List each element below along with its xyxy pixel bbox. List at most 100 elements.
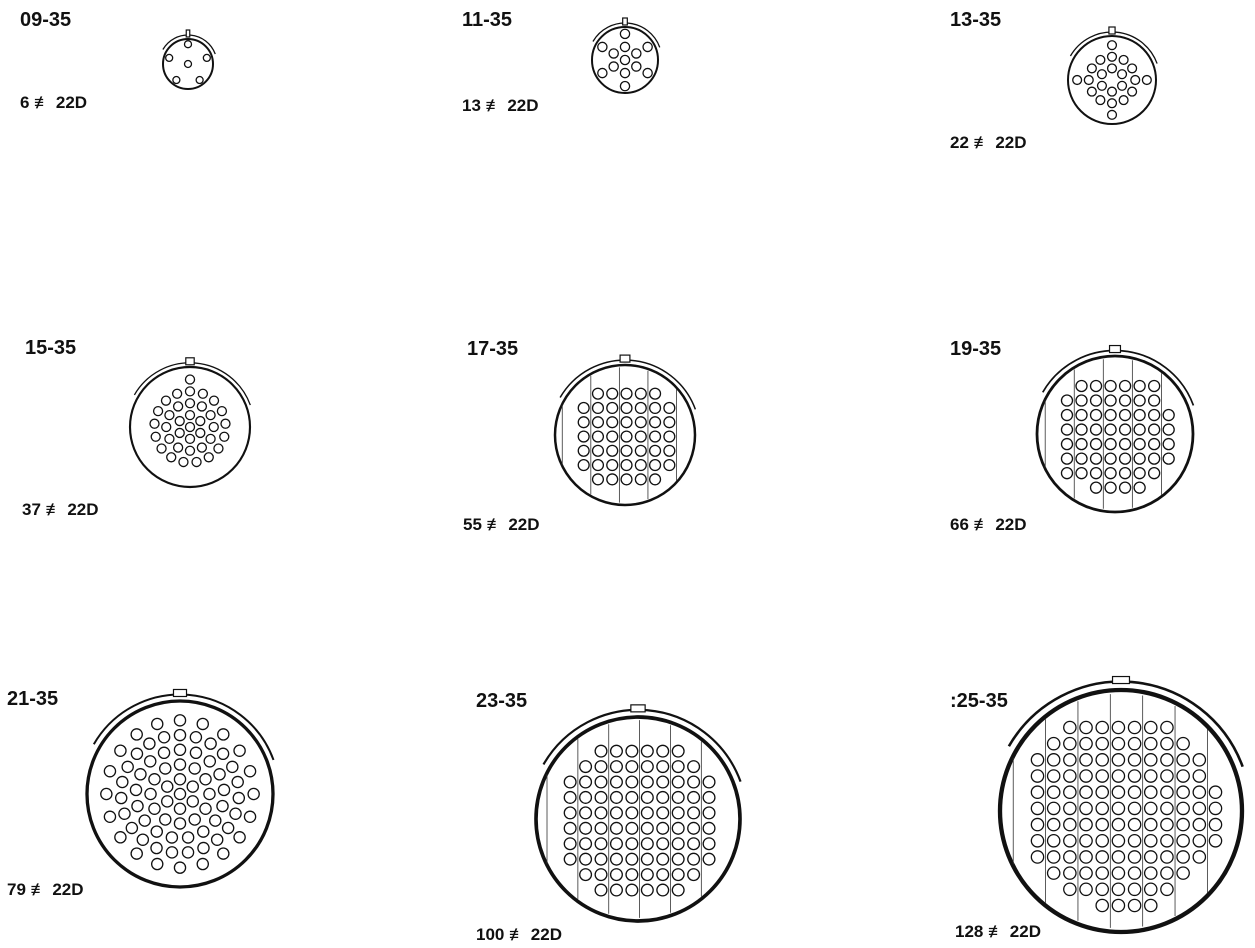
contact-cavity (625, 806, 639, 820)
contact-cavity (1162, 408, 1175, 422)
contact-cavity (649, 430, 662, 443)
contact-cavity (189, 746, 203, 760)
key-tab (1111, 675, 1131, 685)
contact-cavity (1075, 408, 1088, 422)
contact-cavity (213, 443, 224, 454)
contact-cavity (1030, 833, 1045, 848)
contact-cavity (1192, 769, 1207, 783)
contact-cavity (563, 775, 577, 789)
contact-cavity (634, 459, 647, 472)
contact-count-label: 79 ≢ 22D (7, 880, 84, 899)
contact-cavity (634, 444, 647, 457)
contact-cavity (625, 821, 639, 835)
contact-cavity (577, 401, 590, 415)
contact-cavity (1160, 801, 1174, 816)
contact-cavity (130, 847, 143, 860)
contact-cavity (671, 760, 685, 774)
contact-cavity (1096, 69, 1108, 80)
shell-size-label: 15-35 (25, 337, 77, 359)
contact-count-label: 22 ≢ 22D (950, 133, 1027, 152)
contact-cavity (1176, 833, 1190, 848)
contact-cavity (1160, 769, 1174, 783)
contact-cavity (1030, 850, 1045, 864)
contact-cavity (160, 780, 174, 793)
contact-cavity (1046, 850, 1061, 864)
contact-cavity (1086, 86, 1097, 97)
contact-cavity (1208, 817, 1223, 832)
contact-cavity (1060, 423, 1074, 436)
contact-cavity (1176, 817, 1190, 832)
contact-cavity (172, 75, 181, 85)
contact-cavity (1106, 40, 1118, 51)
contact-cavity (1089, 423, 1103, 436)
contact-cavity (233, 744, 246, 757)
contact-cavity (1063, 801, 1077, 816)
contact-cavity (208, 395, 220, 406)
contact-cavity (229, 807, 242, 820)
contact-cavity (1106, 98, 1118, 109)
contact-cavity (640, 760, 654, 774)
contact-cavity (1192, 753, 1207, 767)
keyway-arc (92, 693, 275, 761)
contact-cavity (609, 883, 623, 897)
contact-cavity (1111, 801, 1126, 816)
contact-cavity (619, 80, 631, 92)
contact-cavity (634, 387, 647, 400)
contact-cavity (1127, 882, 1142, 897)
contact-cavity (159, 762, 172, 775)
keyway-arc (1007, 680, 1244, 768)
contact-cavity (640, 744, 654, 758)
contact-cavity (640, 790, 654, 804)
contact-cavity (131, 799, 144, 813)
contact-cavity (1118, 481, 1132, 494)
contact-cavity (1127, 833, 1142, 848)
contact-cavity (1176, 736, 1190, 751)
contact-cavity (1176, 753, 1190, 767)
contact-cavity (1162, 452, 1175, 465)
contact-cavity (1079, 785, 1093, 800)
contact-cavity (231, 775, 244, 789)
contact-cavity (1130, 74, 1141, 86)
contact-cavity (1063, 850, 1077, 864)
contact-cavity (181, 846, 195, 859)
contact-cavity (577, 416, 590, 429)
contact-cavity (217, 847, 230, 860)
contact-cavity (1089, 394, 1103, 407)
contact-cavity (1192, 833, 1207, 848)
contact-cavity (1208, 801, 1223, 816)
contact-cavity (114, 744, 127, 757)
contact-cavity (174, 427, 185, 439)
contact-cavity (205, 409, 216, 421)
contact-cavity (1133, 437, 1146, 451)
contact-cavity (1075, 379, 1088, 393)
contact-cavity (1063, 882, 1077, 897)
contact-cavity (150, 825, 163, 838)
contact-cavity (118, 807, 131, 820)
contact-cavity (671, 790, 685, 804)
contact-cavity (197, 841, 210, 855)
contact-cavity (210, 833, 224, 846)
contact-cavity (1147, 452, 1161, 465)
contact-cavity (1118, 466, 1132, 480)
contact-count-label: 13 ≢ 22D (462, 96, 539, 115)
connector-face-13-35 (1067, 26, 1158, 125)
contact-cavity (1046, 785, 1061, 800)
contact-cavity (1143, 882, 1158, 897)
contact-cavity (143, 755, 157, 768)
contact-cavity (1063, 753, 1077, 767)
contact-cavity (1160, 882, 1174, 897)
contact-cavity (1095, 769, 1110, 783)
contact-cavity (1133, 466, 1146, 480)
contact-cavity (1160, 850, 1174, 864)
contact-cavity (1079, 833, 1093, 848)
contact-cavity (1111, 785, 1126, 800)
contact-cavity (103, 764, 117, 778)
contact-cavity (591, 430, 605, 443)
contact-cavity (1104, 452, 1117, 465)
contact-cavity (1147, 379, 1161, 393)
contact-cavity (173, 773, 187, 786)
contact-cavity (1089, 452, 1103, 465)
contact-cavity (594, 868, 608, 882)
contact-cavity (579, 806, 593, 820)
contact-cavity (125, 821, 139, 835)
